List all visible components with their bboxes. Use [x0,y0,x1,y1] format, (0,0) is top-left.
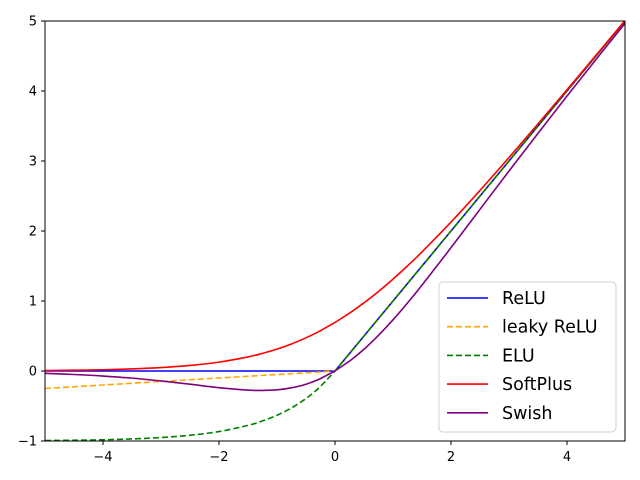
legend-label-elu: ELU [502,346,535,366]
y-tick-label: 5 [29,15,37,30]
series-line-softplus [45,21,625,372]
series-line-swish [45,22,625,392]
y-tick-label: 2 [29,225,37,240]
axis-ticks: −4 −2 0 2 4 −1 0 1 2 3 4 5 [18,15,571,466]
x-tick-label: 2 [447,450,455,465]
x-tick-label: −2 [209,450,228,465]
y-tick-label: 3 [29,155,37,170]
legend-box [438,281,617,433]
y-tick-label: 1 [29,295,37,310]
legend-label-leaky-relu: leaky ReLU [502,318,598,338]
plot-lines [45,21,625,441]
x-tick-label: −4 [93,450,112,465]
y-tick-label: 0 [29,365,37,380]
legend-label-softplus: SoftPlus [502,375,572,395]
y-tick-label: −1 [18,435,37,450]
x-tick-label: 0 [331,450,339,465]
legend: ReLU leaky ReLU ELU SoftPlus Swish [438,281,617,433]
y-tick-label: 4 [29,85,37,100]
x-tick-label: 4 [563,450,571,465]
legend-label-relu: ReLU [502,289,546,309]
legend-label-swish: Swish [502,404,553,424]
